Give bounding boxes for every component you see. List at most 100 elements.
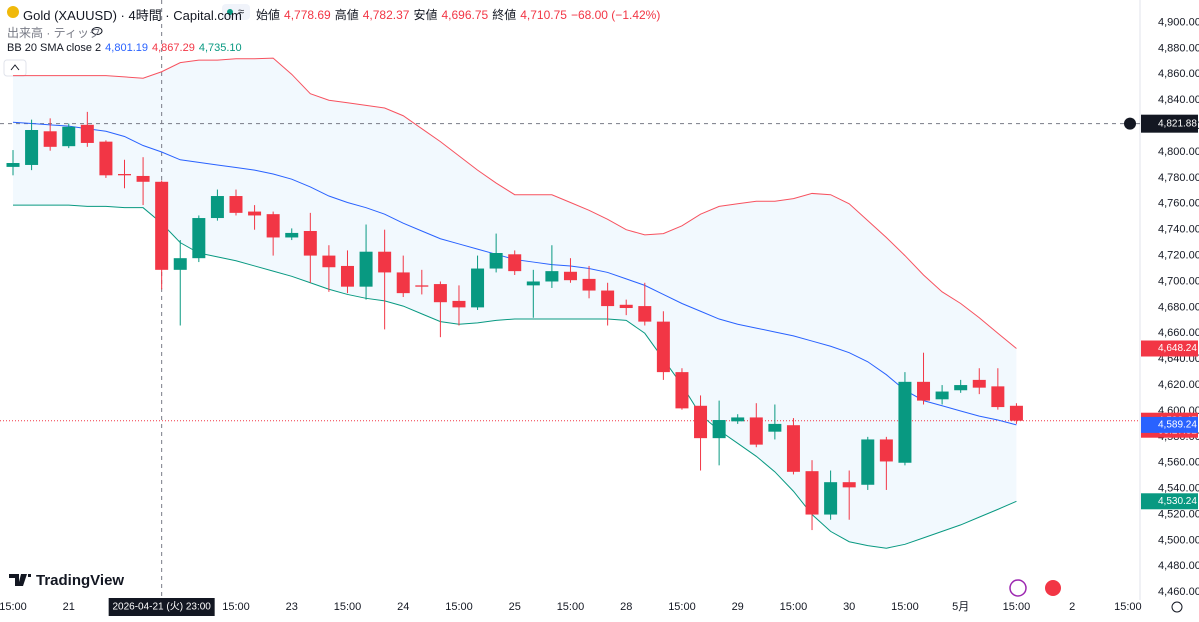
- x-tick-label: 15:00: [0, 601, 27, 613]
- candle-body: [80, 124, 94, 143]
- status-badge: [222, 4, 250, 20]
- candle-body: [619, 304, 633, 309]
- price-label: 4,589.24: [1158, 420, 1197, 431]
- candle-body: [99, 141, 113, 176]
- candle-body: [694, 405, 708, 439]
- candle-body: [991, 386, 1005, 408]
- candle-body: [229, 196, 243, 213]
- x-tick-label: 30: [843, 601, 855, 613]
- candle-body: [768, 423, 782, 432]
- candle-body: [471, 268, 485, 308]
- visibility-icon[interactable]: [91, 27, 103, 35]
- crosshair-x-label-bg: [108, 598, 215, 616]
- country-icon[interactable]: [1045, 580, 1061, 596]
- candle-body: [433, 284, 447, 303]
- x-tick-label: 15:00: [780, 601, 808, 613]
- candle-body: [6, 163, 20, 167]
- candle-body: [378, 251, 392, 273]
- x-tick-label: 15:00: [668, 601, 696, 613]
- logo-mark: [9, 574, 31, 586]
- indicator-value: 4,801.19: [105, 42, 148, 54]
- y-tick-label: 4,660.00: [1158, 327, 1199, 339]
- y-tick-label: 4,620.00: [1158, 379, 1199, 391]
- plot-area: [0, 0, 1140, 600]
- candle-body: [545, 271, 559, 282]
- y-tick-label: 4,560.00: [1158, 457, 1199, 469]
- candle-body: [601, 290, 615, 307]
- price-label: 4,530.24: [1158, 496, 1197, 507]
- candle-body: [1009, 405, 1023, 421]
- y-tick-label: 4,880.00: [1158, 42, 1199, 54]
- y-tick-label: 4,700.00: [1158, 275, 1199, 287]
- candle-body: [136, 175, 150, 182]
- collapse-icon: [10, 64, 20, 71]
- indicator-value: 4,735.10: [198, 42, 242, 54]
- candle-body: [322, 255, 336, 268]
- price-label-bg: [1141, 493, 1198, 510]
- candle-body: [396, 272, 410, 294]
- x-tick-label: 23: [286, 601, 298, 613]
- ohlc-value: 4,782.37: [362, 8, 410, 22]
- y-tick-label: 4,900.00: [1158, 16, 1199, 28]
- band-line: [13, 57, 1017, 349]
- x-tick-label: 5月: [952, 601, 969, 613]
- candle-body: [638, 306, 652, 322]
- candle-body: [415, 285, 429, 287]
- x-tick-label: 21: [63, 601, 75, 613]
- candle-body: [675, 372, 689, 409]
- x-tick-label: 15:00: [222, 601, 250, 613]
- y-tick-label: 4,460.00: [1158, 586, 1199, 598]
- candle-body: [917, 381, 931, 401]
- candle-body: [155, 181, 169, 270]
- candle-body: [62, 126, 76, 147]
- candle-body: [731, 417, 745, 422]
- indicator-value: 4,867.29: [152, 42, 195, 54]
- x-tick-label: 15:00: [1003, 601, 1031, 613]
- y-tick-label: 4,540.00: [1158, 483, 1199, 495]
- x-tick-label: 25: [509, 601, 521, 613]
- candle-body: [712, 420, 726, 439]
- y-tick-label: 4,780.00: [1158, 172, 1199, 184]
- ohlc-change: −68.00 (−1.42%): [570, 8, 661, 22]
- ohlc-label: 高値: [334, 8, 359, 22]
- candle-body: [879, 439, 893, 462]
- candle-body: [526, 281, 540, 286]
- x-tick-label: 15:00: [334, 601, 362, 613]
- ohlc-value: 4,778.69: [284, 8, 331, 22]
- candle-body: [898, 381, 912, 463]
- settings-icon[interactable]: [1171, 601, 1183, 613]
- status-icon: ≈: [238, 6, 244, 18]
- candle-body: [582, 278, 596, 291]
- y-tick-label: 4,520.00: [1158, 508, 1199, 520]
- crosshair-x-label: 2026-04-21 (火) 23:00: [112, 601, 211, 613]
- candle-body: [340, 265, 354, 287]
- collapse-button[interactable]: [3, 59, 27, 77]
- candle-body: [285, 232, 299, 238]
- events-icon[interactable]: [1009, 579, 1027, 597]
- candle-body: [656, 321, 670, 373]
- candle-body: [452, 300, 466, 308]
- candle-body: [842, 482, 856, 488]
- ohlc-value: 4,696.75: [441, 8, 489, 22]
- ohlc-label: 終値: [492, 8, 517, 22]
- symbol-title: Gold (XAUUSD) · 4時間 · Capital.com: [23, 8, 242, 23]
- candle-body: [248, 211, 262, 216]
- candle-body: [489, 252, 503, 269]
- candle-body: [935, 391, 949, 400]
- y-tick-label: 4,760.00: [1158, 198, 1199, 210]
- candle-body: [824, 482, 838, 515]
- candle-body: [192, 218, 206, 259]
- candle-body: [43, 131, 57, 147]
- candle-body: [117, 174, 131, 176]
- y-tick-label: 4,680.00: [1158, 301, 1199, 313]
- band-fill: [13, 58, 1017, 549]
- x-tick-label: 29: [732, 601, 744, 613]
- candle-body: [508, 254, 522, 272]
- x-tick-label: 15:00: [445, 601, 473, 613]
- candle-body: [749, 417, 763, 445]
- ohlc-legend: 始値 4,778.69 高値 4,782.37 安値 4,696.75 終値 4,710.75…: [256, 6, 664, 23]
- candle-body: [359, 251, 373, 287]
- candle-body: [173, 258, 187, 270]
